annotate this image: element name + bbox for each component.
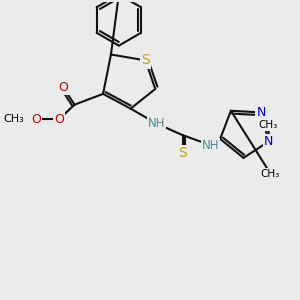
Text: O: O (54, 113, 64, 126)
Text: S: S (141, 53, 150, 68)
Text: N: N (264, 135, 273, 148)
Text: CH₃: CH₃ (4, 115, 24, 124)
Text: CH₃: CH₃ (261, 169, 280, 178)
Text: S: S (178, 146, 187, 160)
Text: NH: NH (202, 139, 219, 152)
Text: N: N (256, 106, 266, 119)
Text: O: O (59, 82, 69, 94)
Text: O: O (31, 113, 41, 126)
Text: CH₃: CH₃ (259, 120, 278, 130)
Text: NH: NH (148, 117, 165, 130)
